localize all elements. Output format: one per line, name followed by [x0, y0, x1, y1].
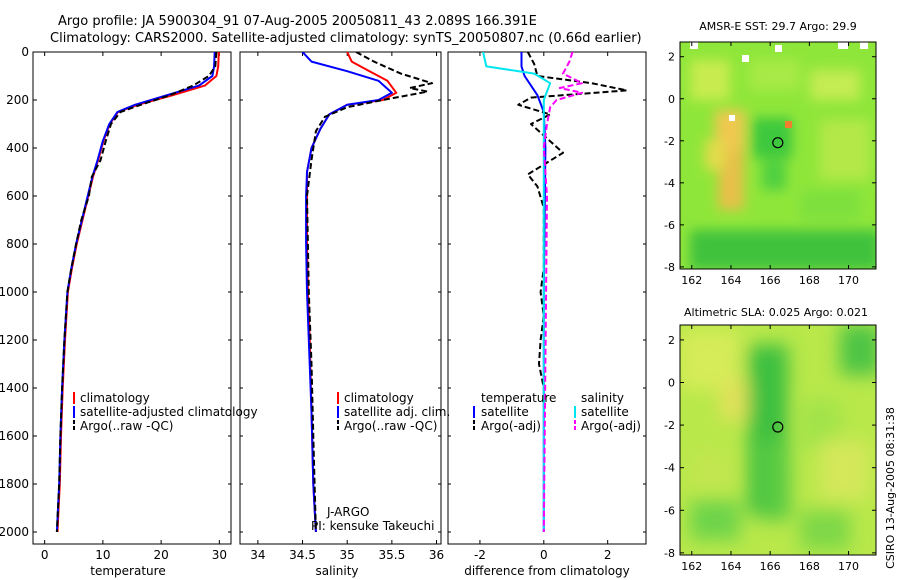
map-y-tick-label: 2	[668, 51, 675, 64]
depth-tick-label: 0	[21, 45, 29, 59]
map-y-tick-label: -2	[664, 135, 675, 148]
map-y-tick-label: -2	[664, 419, 675, 432]
pi-label: PI: kensuke Takeuchi	[311, 519, 434, 533]
sla-map-axes: 162 164 166 168 170 2 0 -2 -4 -6 -8	[664, 325, 876, 573]
legend-label-temp-satellite: satellite	[481, 405, 529, 419]
legend-label-argo: Argo(..raw -QC)	[80, 419, 173, 433]
depth-tick-label: 200	[6, 93, 29, 107]
map-y-tick-label: -4	[664, 177, 675, 190]
map-y-tick-label: -6	[664, 219, 675, 232]
series-line-climatology	[56, 52, 220, 533]
depth-tick-label: 1600	[0, 429, 29, 443]
map-x-tick-label: 164	[720, 274, 741, 287]
salinity-xlabel: salinity	[315, 564, 358, 578]
map-x-tick-label: 164	[720, 560, 741, 573]
temperature-x-axis: 0 10 20 30	[41, 52, 227, 562]
sla-map-image	[680, 325, 876, 555]
salinity-panel-frame	[239, 51, 442, 545]
x-tick-label: 10	[95, 548, 110, 562]
sst-argo-location-marker	[772, 137, 784, 149]
sst-map-title: AMSR-E SST: 29.7 Argo: 29.9	[699, 20, 857, 33]
legend-header-salinity: salinity	[581, 391, 624, 405]
map-x-tick-label: 170	[838, 560, 859, 573]
difference-x-axis: -2 0 2	[474, 52, 612, 562]
series-line-argo-raw-qc-	[55, 52, 218, 533]
sst-map-frame	[679, 41, 877, 270]
depth-tick-label: 1800	[0, 477, 29, 491]
map-y-tick-label: -4	[664, 462, 675, 475]
x-tick-label: 2	[604, 548, 612, 562]
program-label: J-ARGO	[326, 505, 369, 519]
map-y-tick-label: 0	[668, 93, 675, 106]
difference-panel-frame	[447, 51, 647, 545]
depth-tick-label: 1000	[0, 285, 29, 299]
series-line-satellite-adj-clim-	[301, 52, 393, 533]
difference-xlabel: difference from climatology	[464, 564, 630, 578]
depth-tick-label: 2000	[0, 525, 29, 539]
legend-label-temp-argo: Argo(-adj)	[481, 419, 541, 433]
map-x-tick-label: 170	[838, 274, 859, 287]
legend-header-temperature: temperature	[481, 391, 556, 405]
legend-label-climatology: climatology	[344, 391, 414, 405]
difference-series	[482, 52, 628, 533]
map-y-tick-label: -6	[664, 504, 675, 517]
map-x-tick-label: 162	[681, 274, 702, 287]
map-x-tick-label: 166	[760, 274, 781, 287]
map-x-tick-label: 168	[799, 274, 820, 287]
series-line-salinity-satellite	[482, 52, 552, 532]
difference-legend: temperature satellite Argo(-adj) salinit…	[473, 391, 641, 433]
x-tick-label: -2	[474, 548, 486, 562]
map-x-tick-label: 168	[799, 560, 820, 573]
x-tick-label: 30	[212, 548, 227, 562]
salinity-x-axis: 34 34.5 35 35.5 36	[250, 52, 444, 562]
x-tick-label: 34.5	[289, 548, 316, 562]
map-y-tick-label: 0	[668, 377, 675, 390]
legend-label-sal-satellite: satellite	[581, 405, 629, 419]
series-line-satellite-adjusted-climatology	[55, 52, 216, 533]
x-tick-label: 34	[250, 548, 265, 562]
map-x-tick-label: 166	[760, 560, 781, 573]
depth-tick-label: 1200	[0, 333, 29, 347]
temperature-legend: climatology satellite-adjusted climatolo…	[73, 391, 258, 433]
series-line-argo-raw-qc-	[306, 52, 434, 533]
timestamp-label: CSIRO 13-Aug-2005 08:31:38	[884, 407, 897, 569]
legend-label-climatology: climatology	[80, 391, 150, 405]
legend-label-argo: Argo(..raw -QC)	[344, 419, 437, 433]
salinity-series	[301, 52, 434, 533]
sst-map-image	[680, 42, 876, 269]
x-tick-label: 20	[153, 548, 168, 562]
series-line-temperature-satellite	[520, 52, 547, 532]
x-tick-label: 0	[540, 548, 548, 562]
sst-map-axes: 162 164 166 168 170 2 0 -2 -4 -6 -8	[664, 42, 876, 287]
temperature-panel-frame	[32, 51, 232, 545]
x-tick-label: 0	[41, 548, 49, 562]
depth-tick-label: 600	[6, 189, 29, 203]
figure-title-line1: Argo profile: JA 5900304_91 07-Aug-2005 …	[58, 14, 537, 29]
map-x-tick-label: 162	[681, 560, 702, 573]
salinity-legend: climatology satellite adj. clim. Argo(..…	[337, 391, 450, 433]
series-line-temperature-argo-adj-	[517, 52, 628, 389]
depth-tick-label: 400	[6, 141, 29, 155]
temperature-xlabel: temperature	[90, 564, 165, 578]
sla-map-title: Altimetric SLA: 0.025 Argo: 0.021	[684, 306, 868, 319]
series-line-salinity-argo-adj-	[542, 52, 584, 533]
map-y-tick-label: -8	[664, 547, 675, 560]
x-tick-label: 35.5	[379, 548, 406, 562]
legend-label-sal-argo: Argo(-adj)	[581, 419, 641, 433]
depth-tick-label: 1400	[0, 381, 29, 395]
map-y-tick-label: 2	[668, 334, 675, 347]
map-y-tick-label: -8	[664, 261, 675, 274]
depth-axis: 0 200 400 600 800 1000 1200 1400 1600 1800 2000	[0, 45, 646, 539]
legend-label-satellite: satellite adj. clim.	[344, 405, 450, 419]
figure-title-line2: Climatology: CARS2000. Satellite-adjuste…	[50, 31, 642, 46]
sla-map-frame	[679, 324, 877, 556]
depth-tick-label: 800	[6, 237, 29, 251]
legend-label-satellite: satellite-adjusted climatology	[80, 405, 258, 419]
x-tick-label: 35	[340, 548, 355, 562]
temperature-series	[55, 52, 220, 533]
sla-argo-location-marker	[772, 421, 784, 433]
x-tick-label: 36	[429, 548, 444, 562]
